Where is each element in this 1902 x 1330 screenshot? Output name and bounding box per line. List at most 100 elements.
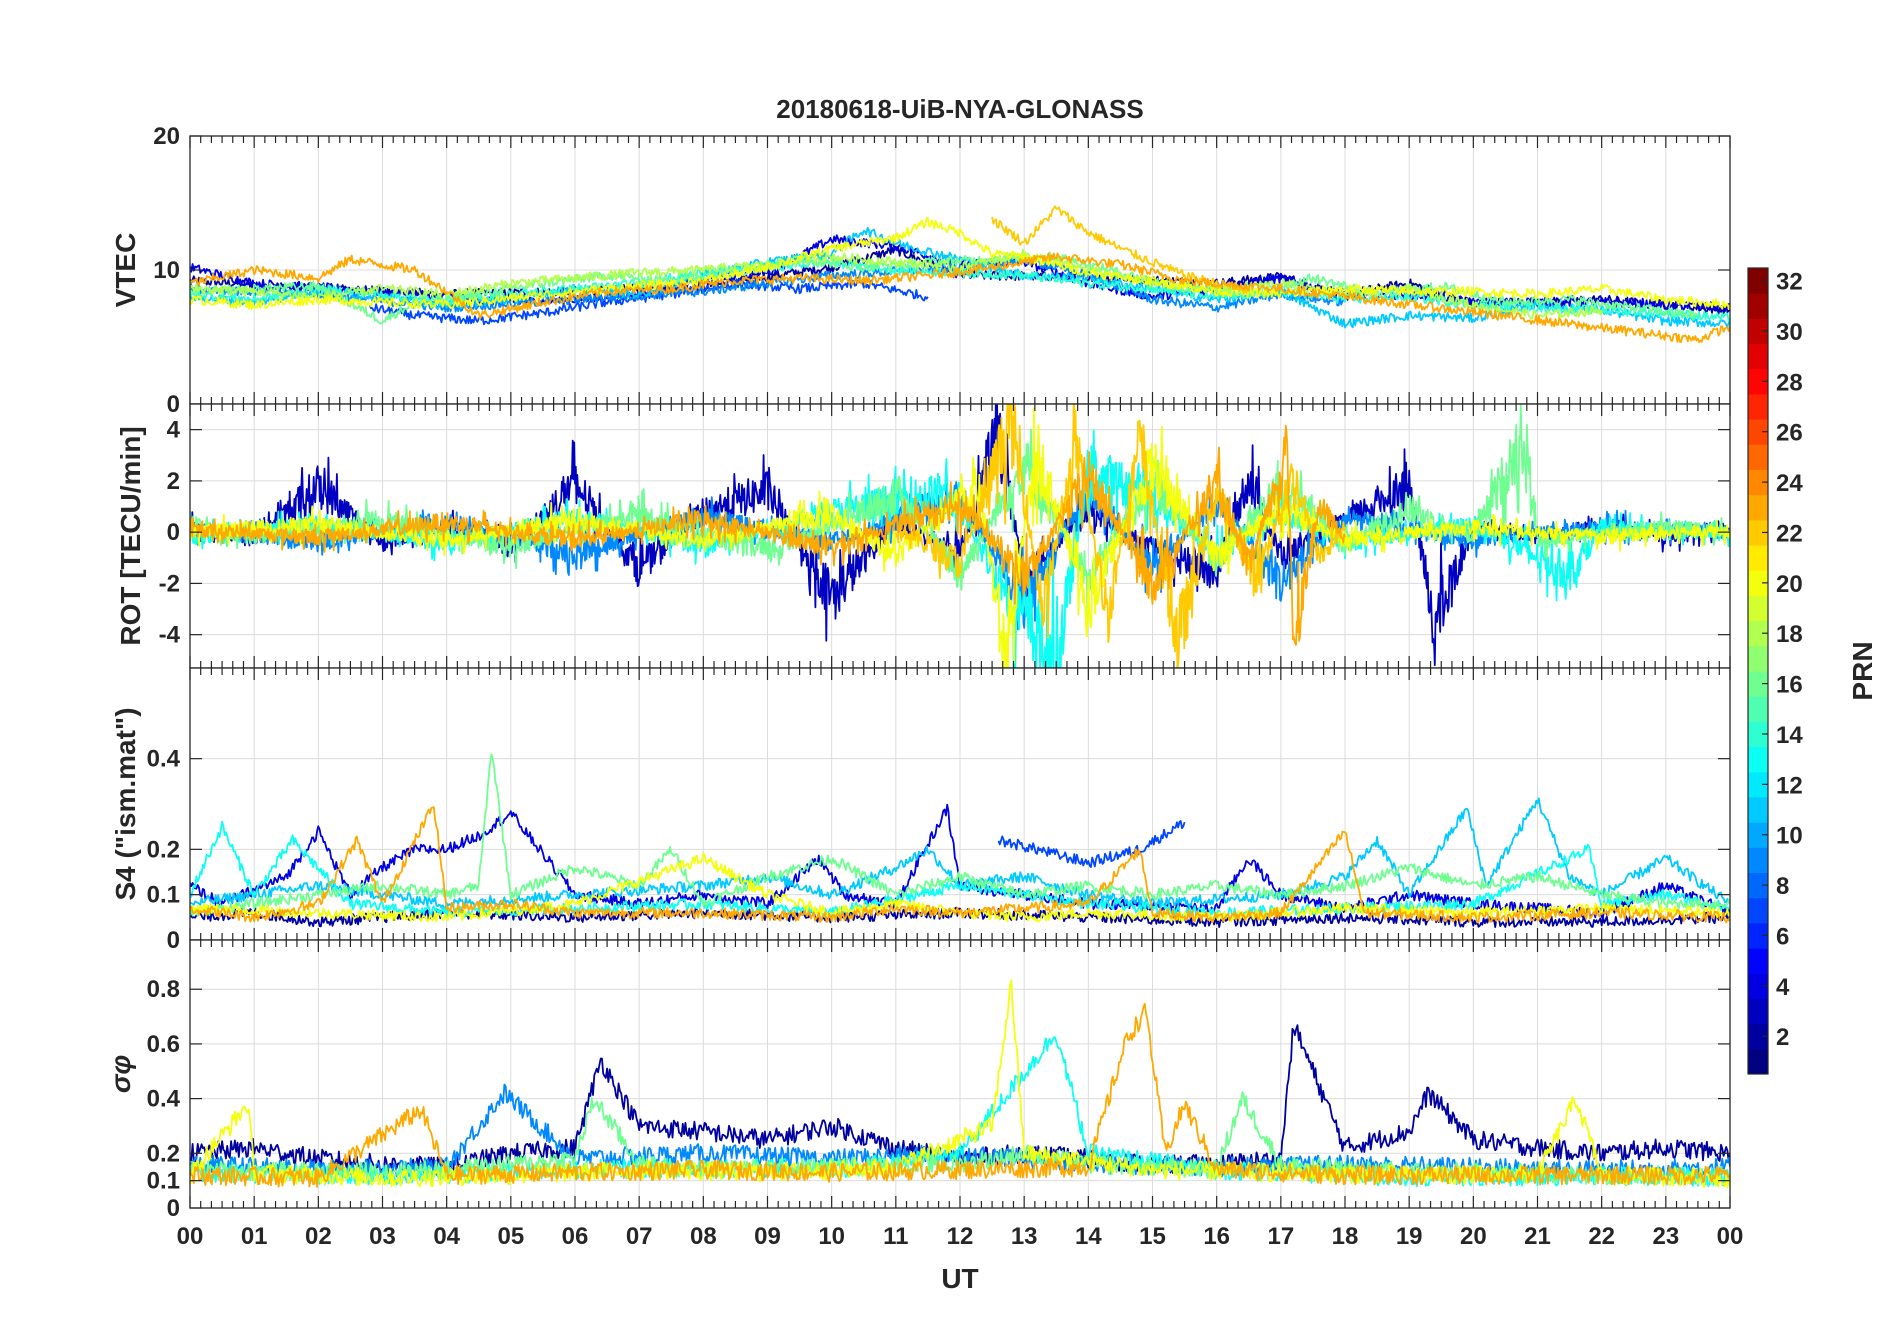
y-tick-label: 0.2 xyxy=(147,1140,180,1167)
colorbar-tick-label: 32 xyxy=(1776,269,1803,296)
series-group xyxy=(190,979,1730,1189)
colorbar-tick-label: 12 xyxy=(1776,772,1803,799)
x-tick-label: 15 xyxy=(1139,1223,1166,1250)
colorbar-segment xyxy=(1748,721,1768,748)
tick-marks xyxy=(189,135,1731,405)
x-tick-label: 20 xyxy=(1460,1223,1487,1250)
y-tick-label: 0.1 xyxy=(147,1168,180,1195)
colorbar-segment xyxy=(1748,545,1768,571)
x-tick-label: 07 xyxy=(626,1223,653,1250)
y-tick-label: 0 xyxy=(167,1195,180,1222)
panel-s4: 0 0.1 0.2 0.4S4 ("ism.mat") xyxy=(110,667,1731,954)
panel-vtec: 0 10 20 VTEC xyxy=(110,123,1731,418)
series-line-prn-23 xyxy=(190,252,1730,344)
series-line-prn-23 xyxy=(190,806,1730,924)
colorbar-tick-label: 16 xyxy=(1776,672,1803,699)
colorbar-frame xyxy=(1747,267,1769,1075)
x-tick-label: 08 xyxy=(690,1223,717,1250)
x-axis-label: UT xyxy=(941,1263,978,1294)
series-line-prn-16 xyxy=(190,753,1730,917)
x-tick-label: 17 xyxy=(1267,1223,1294,1250)
colorbar-tick-label: 30 xyxy=(1776,319,1803,346)
colorbar-tick-label: 2 xyxy=(1776,1024,1789,1051)
series-line-prn-20 xyxy=(190,216,1730,310)
x-tick-label: 12 xyxy=(947,1223,974,1250)
panel-sigma_phi: 00.10.2 0.4 0.6 0.8 σφ xyxy=(105,939,1731,1222)
colorbar-segment xyxy=(1748,570,1768,596)
tick-marks xyxy=(189,940,1731,1209)
colorbar-segment xyxy=(1748,444,1768,470)
colorbar-segment xyxy=(1748,771,1768,798)
colorbar-segment xyxy=(1748,897,1768,924)
x-tick-label: 22 xyxy=(1588,1223,1615,1250)
x-tick-label: 02 xyxy=(305,1223,332,1250)
colorbar-tick-label: 28 xyxy=(1776,369,1803,396)
colorbar-label: PRN xyxy=(1847,641,1878,700)
colorbar-segment xyxy=(1748,469,1768,496)
series-group xyxy=(190,205,1730,344)
x-tick-label: 00 xyxy=(177,1223,204,1250)
x-tick-label: 05 xyxy=(497,1223,524,1250)
colorbar-segment xyxy=(1748,419,1768,445)
y-axis-label: ROT [TECU/min] xyxy=(115,426,146,645)
colorbar-tick-label: 14 xyxy=(1776,722,1803,749)
x-tick-label: 00 xyxy=(1717,1223,1744,1250)
y-tick-label: 0.6 xyxy=(147,1031,180,1058)
series-line-prn-23 xyxy=(190,424,1346,646)
x-tick-label: 16 xyxy=(1203,1223,1230,1250)
colorbar-segment xyxy=(1748,973,1768,999)
colorbar-segment xyxy=(1748,746,1768,773)
x-tick-label: 18 xyxy=(1332,1223,1359,1250)
series-line-prn-22 xyxy=(894,404,1346,668)
chart-title: 20180618-UiB-NYA-GLONASS xyxy=(776,94,1144,124)
x-tick-label: 03 xyxy=(369,1223,396,1250)
colorbar-segment xyxy=(1748,671,1768,697)
colorbar-segment xyxy=(1748,872,1768,899)
colorbar-tick-label: 10 xyxy=(1776,823,1803,850)
x-tick-label: 04 xyxy=(433,1223,460,1250)
tick-marks xyxy=(189,668,1731,941)
y-tick-label: 10 xyxy=(153,257,180,284)
x-tick-label: 10 xyxy=(818,1223,845,1250)
x-tick-labels: 00 01 02 03 04 05 06 07 08 09 10 11 12 13 14 15 16 17 18 19… xyxy=(177,1223,1744,1250)
y-axis-label: VTEC xyxy=(110,233,141,308)
x-tick-label: 23 xyxy=(1652,1223,1679,1250)
y-tick-label: -4 xyxy=(159,622,181,649)
colorbar-segment xyxy=(1748,645,1768,672)
colorbar-tick-label: 18 xyxy=(1776,621,1803,648)
x-tick-label: 09 xyxy=(754,1223,781,1250)
colorbar-tick-label: 20 xyxy=(1776,571,1803,598)
y-tick-label: 0.4 xyxy=(147,1086,181,1113)
colorbar-segment xyxy=(1748,696,1768,722)
colorbar-segment xyxy=(1748,922,1768,949)
colorbar-segment xyxy=(1748,368,1768,395)
colorbar-tick-label: 4 xyxy=(1776,974,1790,1001)
colorbar-segment xyxy=(1748,998,1768,1025)
x-tick-label: 06 xyxy=(562,1223,589,1250)
x-tick-label: 01 xyxy=(241,1223,268,1250)
colorbar-tick-label: 22 xyxy=(1776,520,1803,547)
colorbar-segment xyxy=(1748,268,1768,294)
colorbar-segment xyxy=(1748,595,1768,622)
series-line-prn-7 xyxy=(997,820,1186,868)
y-tick-label: 0.2 xyxy=(147,836,180,863)
y-tick-label: 20 xyxy=(153,123,180,150)
colorbar-segment xyxy=(1748,822,1768,848)
series-group xyxy=(190,753,1730,928)
colorbar-tick-label: 8 xyxy=(1776,873,1789,900)
panel-rot: -4 -2 0 2 4 ROT [TECU/min] xyxy=(115,403,1731,669)
x-tick-label: 21 xyxy=(1524,1223,1551,1250)
x-tick-label: 11 xyxy=(883,1223,908,1250)
x-tick-label: 13 xyxy=(1011,1223,1038,1250)
series-group xyxy=(190,404,1730,668)
y-tick-label: 0 xyxy=(167,927,180,954)
y-tick-label: 4 xyxy=(167,417,181,444)
y-axis-label: S4 ("ism.mat") xyxy=(110,707,141,900)
y-tick-label: 0 xyxy=(167,391,180,418)
y-tick-label: 0 xyxy=(167,519,180,546)
colorbar-segment xyxy=(1748,393,1768,420)
colorbar-segment xyxy=(1748,494,1768,521)
